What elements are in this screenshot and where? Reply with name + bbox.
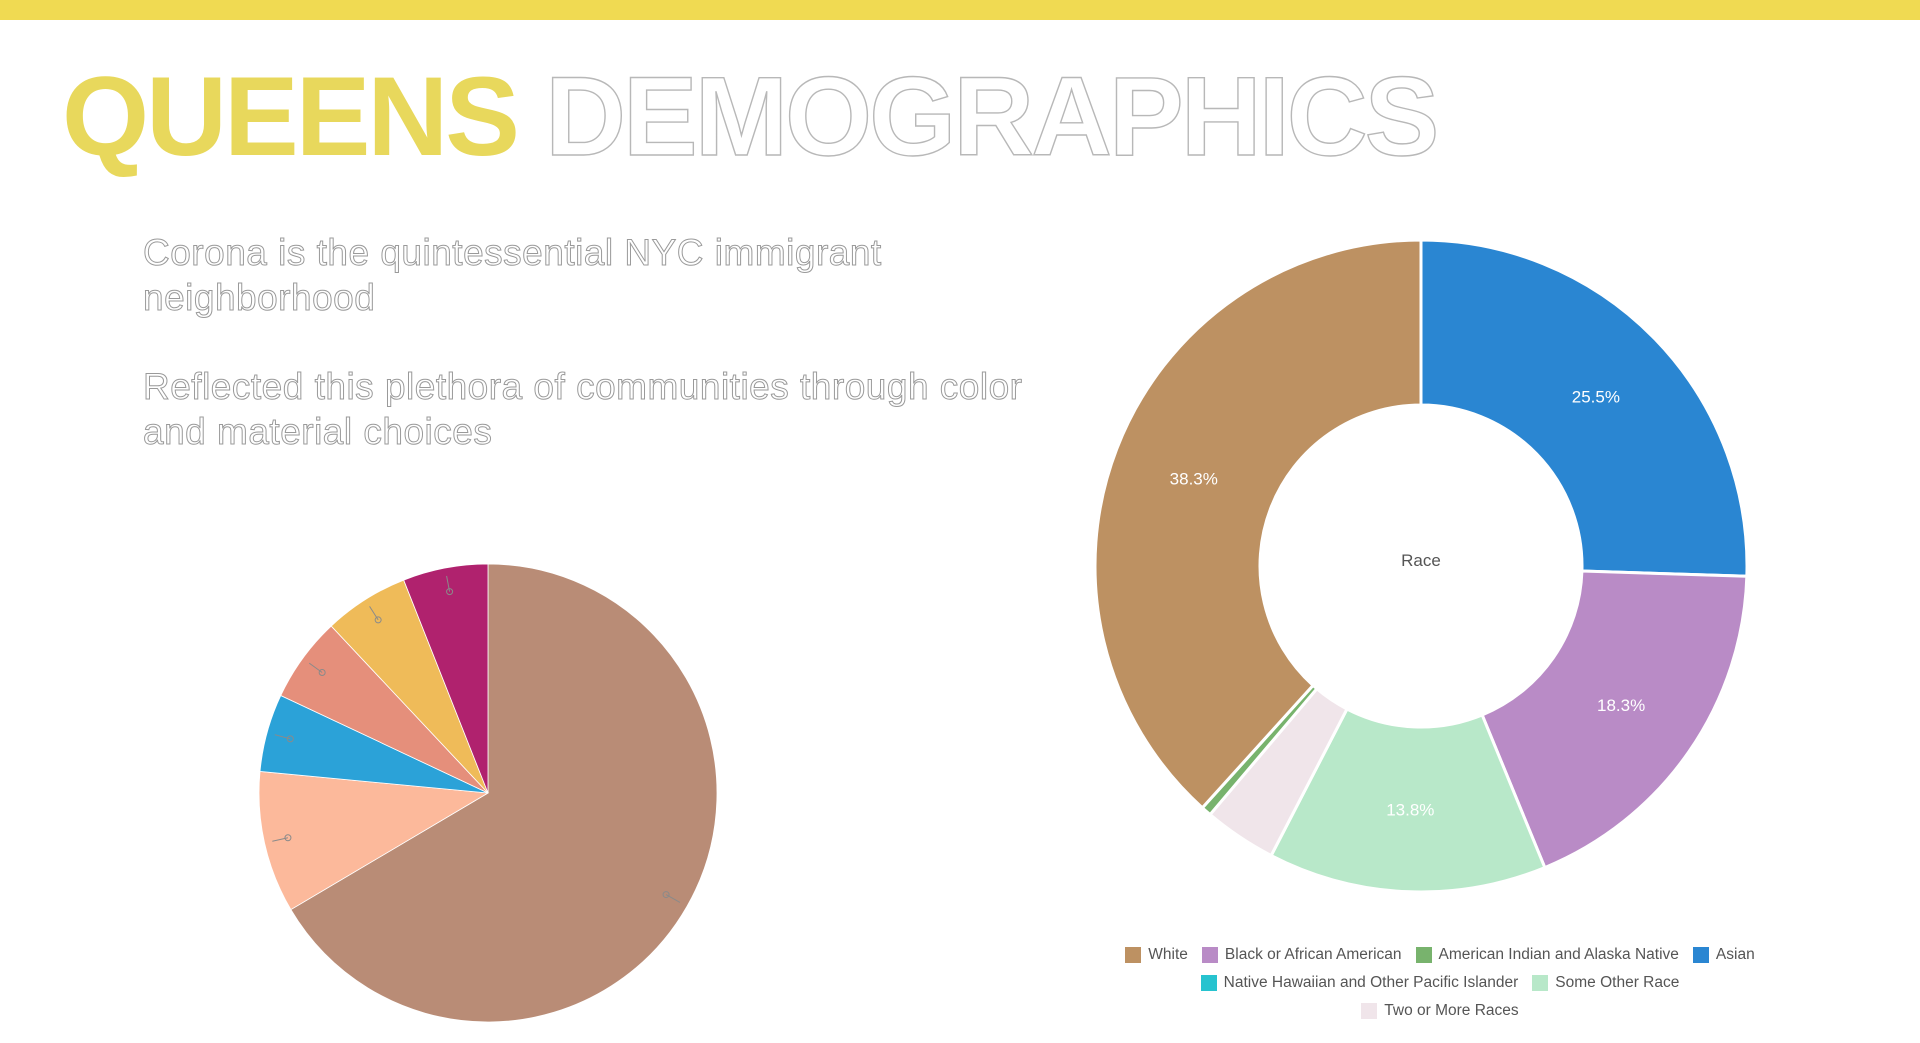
- top-accent-bar: [0, 0, 1920, 20]
- legend-label: Some Other Race: [1555, 974, 1680, 991]
- page-title: QUEENS DEMOGRAPHICS: [62, 57, 1440, 176]
- legend-label: White: [1148, 946, 1188, 963]
- title-demographics: DEMOGRAPHICS: [544, 54, 1440, 179]
- pie-leader-dot: [662, 891, 670, 899]
- legend-row: Two or More Races: [1050, 997, 1830, 1025]
- pie-leader-dot: [446, 588, 454, 596]
- legend-swatch: [1201, 947, 1218, 963]
- legend-item[interactable]: Native Hawaiian and Other Pacific Island…: [1200, 969, 1519, 997]
- legend-swatch: [1532, 975, 1549, 991]
- title-queens: QUEENS: [62, 54, 520, 179]
- legend-label: Native Hawaiian and Other Pacific Island…: [1223, 974, 1519, 991]
- legend-row: Native Hawaiian and Other Pacific Island…: [1050, 969, 1830, 997]
- pie-slice: [258, 771, 490, 911]
- legend-label: Two or More Races: [1384, 1002, 1519, 1019]
- legend-swatch: [1692, 947, 1709, 963]
- legend-item[interactable]: White: [1125, 941, 1188, 969]
- legend-label: Asian: [1715, 946, 1755, 963]
- legend-swatch: [1415, 947, 1432, 963]
- legend-item[interactable]: Some Other Race: [1532, 969, 1679, 997]
- legend-item[interactable]: Black or African American: [1201, 941, 1402, 969]
- donut-center-label: Race: [1401, 551, 1441, 570]
- donut-slice: [1093, 238, 1423, 810]
- donut-legend: White Black or African American American I…: [1050, 941, 1830, 1025]
- legend-label: American Indian and Alaska Native: [1438, 946, 1679, 963]
- description-paragraph-2: Reflected this plethora of communities t…: [143, 366, 1023, 453]
- pie-leader-dot: [374, 616, 382, 624]
- pie-leader-dot: [286, 735, 294, 743]
- pie-slice: [403, 563, 489, 794]
- donut-slice: [1419, 238, 1749, 578]
- pie-slice: [290, 563, 718, 1023]
- donut-slice: [1480, 569, 1749, 870]
- legend-swatch: [1125, 947, 1142, 963]
- donut-data-label: 25.5%: [1572, 388, 1620, 407]
- description-paragraph-1: Corona is the quintessential NYC immigra…: [143, 232, 882, 319]
- donut-data-label: 13.8%: [1386, 800, 1434, 819]
- pie-chart: [258, 563, 718, 1023]
- legend-swatch: [1361, 1003, 1378, 1019]
- pie-leader-dot: [284, 834, 292, 842]
- legend-item[interactable]: Asian: [1692, 941, 1755, 969]
- legend-item[interactable]: Two or More Races: [1361, 997, 1519, 1025]
- legend-row: White Black or African American American I…: [1050, 941, 1830, 969]
- donut-data-label: 18.3%: [1597, 696, 1645, 715]
- donut-data-label: 38.3%: [1170, 469, 1218, 488]
- donut-slice: [1269, 706, 1547, 894]
- pie-leader-dot: [318, 669, 326, 677]
- legend-item[interactable]: American Indian and Alaska Native: [1415, 941, 1679, 969]
- legend-label: Black or African American: [1224, 946, 1402, 963]
- legend-swatch: [1200, 975, 1217, 991]
